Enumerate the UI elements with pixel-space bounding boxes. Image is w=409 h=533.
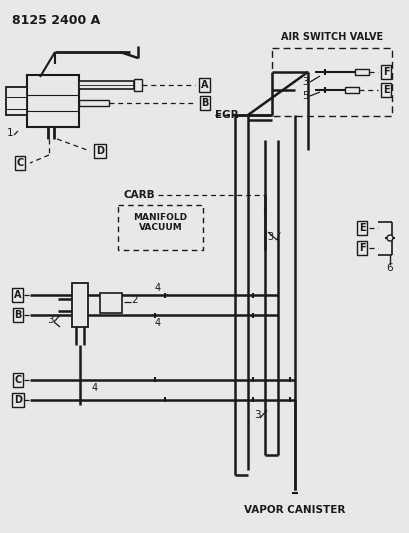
Text: A: A — [201, 80, 208, 90]
Text: 5: 5 — [301, 91, 307, 101]
Text: C: C — [14, 375, 22, 385]
Bar — [79, 81, 134, 89]
Text: 3: 3 — [301, 77, 307, 87]
Text: D: D — [96, 146, 104, 156]
Text: B: B — [14, 310, 22, 320]
Text: 6: 6 — [386, 263, 392, 273]
Text: CARB: CARB — [123, 190, 155, 200]
Bar — [6, 87, 27, 115]
Text: EGR: EGR — [214, 110, 238, 120]
Text: F: F — [358, 243, 364, 253]
Bar — [100, 293, 122, 313]
Bar — [118, 205, 202, 250]
Text: E: E — [358, 223, 364, 233]
Bar — [72, 283, 88, 327]
Text: 2: 2 — [131, 295, 138, 305]
Text: MANIFOLD
VACUUM: MANIFOLD VACUUM — [133, 213, 187, 232]
Text: 3: 3 — [253, 410, 260, 420]
Text: 8125 2400 A: 8125 2400 A — [12, 14, 100, 27]
Text: 4: 4 — [155, 318, 161, 328]
Text: F: F — [382, 67, 389, 77]
Text: 1: 1 — [7, 128, 13, 138]
Text: B: B — [201, 98, 208, 108]
Text: 4: 4 — [92, 383, 98, 393]
Text: 4: 4 — [155, 283, 161, 293]
Text: E: E — [382, 85, 389, 95]
Bar — [79, 100, 109, 106]
Text: VAPOR CANISTER: VAPOR CANISTER — [244, 505, 345, 515]
Text: 3: 3 — [47, 315, 53, 325]
Text: D: D — [14, 395, 22, 405]
Text: AIR SWITCH VALVE: AIR SWITCH VALVE — [280, 32, 382, 42]
Bar — [271, 48, 391, 116]
Text: A: A — [14, 290, 22, 300]
Bar — [27, 75, 79, 127]
Bar — [344, 87, 358, 93]
Circle shape — [386, 235, 392, 241]
Text: C: C — [16, 158, 24, 168]
Text: 3: 3 — [266, 232, 272, 242]
Bar — [354, 69, 368, 75]
Bar — [134, 79, 142, 91]
